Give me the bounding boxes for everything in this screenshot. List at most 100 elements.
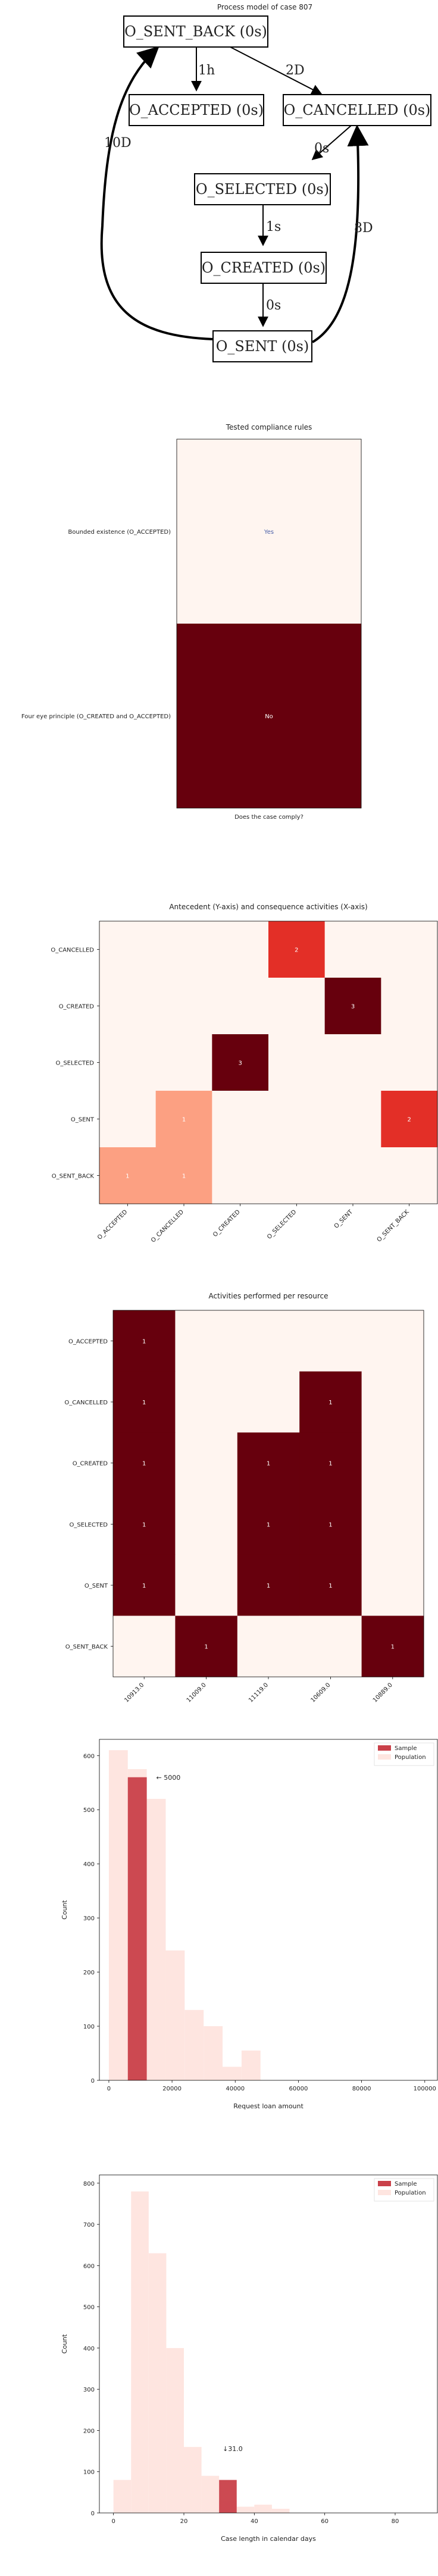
edge-sent-back-cancelled [229,46,323,95]
edge-label-10d: 10D [104,136,132,151]
x-tick-label: 11009.0 [186,1682,208,1704]
x-tick-label: 10913.0 [123,1682,145,1704]
heatmap-cell [155,1147,212,1204]
heatmap-cell [212,1034,269,1091]
histogram-bar-population [108,1750,128,2080]
cell-value: 1 [142,1522,146,1528]
histogram-bar-population [184,2010,204,2080]
compliance-rules-heatmap: Tested compliance rules Yes Bounded existe… [21,423,362,821]
heatmap-cell [381,921,438,978]
y-tick-label: O_CANCELLED [51,947,94,954]
edge-label-1s: 1s [266,220,281,234]
x-tick-label: 11119.0 [248,1682,270,1704]
heatmap-frame [112,1310,424,1677]
x-tick-label: O_CANCELLED [150,1209,185,1244]
heatmap-frame [176,439,362,809]
heatmap-cell [268,1034,326,1091]
x-tick-label: O_ACCEPTED [96,1209,129,1241]
annotation-label: ↓31.0 [223,2445,243,2453]
x-tick-label: 0 [107,2086,111,2092]
heatmap-cell [113,1371,176,1433]
histogram-bar-population [271,2509,290,2513]
histogram-bar-population [184,2447,202,2513]
heatmap-cell [324,1147,381,1204]
x-tick-label: 20 [180,2518,188,2525]
cell-value: 1 [328,1400,332,1406]
svg-text:O_SENT (0s): O_SENT (0s) [216,338,309,355]
y-tick-label: O_SELECTED [69,1522,108,1528]
x-tick-label: O_CREATED [212,1209,242,1238]
cell-value: 3 [238,1060,242,1067]
heatmap-cell [268,1147,326,1204]
legend-swatch-sample [378,2181,391,2186]
x-tick-label: 60000 [289,2086,308,2092]
x-tick-label: 10609.0 [309,1682,331,1704]
edge-label-0s-a: 0s [314,141,329,156]
heatmap-cell [299,1616,362,1677]
edge-sent-cancelled [311,124,369,343]
heatmap-cell [175,1554,238,1616]
heatmap-cell [237,1616,300,1677]
histogram-bar-population [223,2067,242,2080]
y-tick-label: 700 [83,2222,95,2228]
y-tick-label: 200 [83,2428,95,2434]
heatmap-cell [381,1091,438,1148]
edge-label-1h: 1h [198,63,215,78]
y-tick-label: O_CREATED [59,1004,95,1010]
histogram-bar-population [241,2050,261,2080]
node-created: O_CREATED (0s) [201,252,327,284]
y-tick-label: O_SELECTED [55,1060,94,1067]
heatmap-cell-four-eye-principle-o-created-and-o-accepted [177,624,361,808]
annotation-label: ← 5000 [157,1774,181,1782]
heatmap-cell [237,1371,300,1433]
cell-value: 3 [351,1004,355,1010]
heatmap-cell [99,1147,157,1204]
y-tick-label: 600 [83,2263,95,2270]
heatmap-cell [212,978,269,1035]
histogram-bar-population [131,2191,149,2513]
y-tick-label: 400 [83,1861,95,1868]
y-tick-label: 300 [83,2387,95,2393]
y-axis-label: Count [61,1899,68,1919]
node-sent: O_SENT (0s) [212,330,312,362]
histogram-bar-population [236,2506,255,2513]
heatmap-cell [299,1371,362,1433]
heatmap-cell [381,1034,438,1091]
y-tick-label: O_CANCELLED [64,1400,108,1406]
cell-label: No [265,713,273,720]
histogram-bar-population [146,1799,166,2080]
heatmap-cell [155,1091,212,1148]
cell-value: 1 [267,1461,270,1467]
heatmap-cell [324,1091,381,1148]
svg-text:O_SELECTED (0s): O_SELECTED (0s) [196,181,329,198]
y-tick-label: 800 [83,2181,95,2187]
heatmap-cell [237,1554,300,1616]
histogram-bar-sample [219,2480,237,2513]
heatmap-cell [361,1554,424,1616]
y-tick-label: 500 [83,1807,95,1814]
heatmap-cell [361,1310,424,1372]
y-tick-label: 0 [91,2511,95,2517]
heatmap-cell [175,1432,238,1494]
legend-label-population: Population [395,2190,426,2196]
histogram-bar-population [148,2253,167,2513]
heatmap-cell [99,978,157,1035]
cell-value: 1 [328,1461,332,1467]
heatmap-cell [361,1371,424,1433]
heatmap-cell [113,1616,176,1677]
node-selected: O_SELECTED (0s) [194,173,331,205]
heatmap-cell [299,1432,362,1494]
node-accepted: O_ACCEPTED (0s) [129,94,264,126]
heatmap-cell [113,1310,176,1372]
heatmap-cell [324,921,381,978]
cell-value: 2 [295,947,298,954]
svg-text:O_CREATED (0s): O_CREATED (0s) [202,259,326,276]
histogram-bar-sample [127,1777,147,2080]
node-sent-back: O_SENT_BACK (0s) [123,15,268,48]
heatmap-frame [99,921,438,1204]
graph-edges [100,46,369,343]
y-axis-label: Count [61,2334,68,2353]
y-tick-label: O_SENT_BACK [65,1644,108,1651]
y-tick-label: 400 [83,2346,95,2352]
